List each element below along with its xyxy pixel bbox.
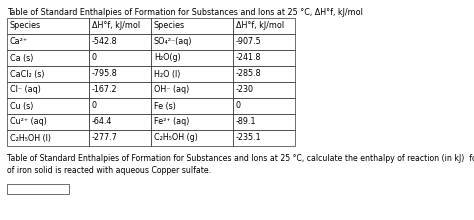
Text: -241.8: -241.8 [236,53,262,62]
Text: Ca²⁺: Ca²⁺ [10,37,28,46]
Bar [7,82,89,98]
Bar [151,18,233,34]
Bar [7,98,89,114]
Text: -89.1: -89.1 [236,117,256,126]
Bar [89,18,151,34]
Bar [233,82,295,98]
Bar [233,98,295,114]
Text: -285.8: -285.8 [236,70,262,79]
Bar [7,66,89,82]
Bar [233,50,295,66]
Text: Table of Standard Enthalpies of Formation for Substances and Ions at 25 °C, ΔH°f: Table of Standard Enthalpies of Formatio… [7,8,363,17]
Bar [89,98,151,114]
Bar [7,18,89,34]
Text: -542.8: -542.8 [92,37,118,46]
Text: -235.1: -235.1 [236,134,262,143]
Bar [89,66,151,82]
Bar [151,34,233,50]
Bar [151,66,233,82]
Bar [233,130,295,146]
Text: -230: -230 [236,86,254,95]
Bar [151,114,233,130]
Bar [233,34,295,50]
Bar [89,114,151,130]
Text: SO₄²⁻(aq): SO₄²⁻(aq) [154,37,192,46]
Text: Species: Species [154,22,185,31]
Bar [151,98,233,114]
Bar [151,82,233,98]
Text: H₂O (l): H₂O (l) [154,70,181,79]
Text: Cu²⁺ (aq): Cu²⁺ (aq) [10,117,47,126]
Bar [7,114,89,130]
Bar [7,34,89,50]
Text: 0: 0 [92,53,97,62]
Text: Ca (s): Ca (s) [10,53,33,62]
Text: 0: 0 [236,101,241,110]
Bar [233,18,295,34]
Bar [89,130,151,146]
Text: -64.4: -64.4 [92,117,112,126]
Bar [151,50,233,66]
Text: C₂H₅OH (l): C₂H₅OH (l) [10,134,51,143]
Text: CaCl₂ (s): CaCl₂ (s) [10,70,45,79]
Text: Fe (s): Fe (s) [154,101,176,110]
Text: ΔH°f, kJ/mol: ΔH°f, kJ/mol [236,22,284,31]
Text: Cu (s): Cu (s) [10,101,33,110]
Text: C₂H₅OH (g): C₂H₅OH (g) [154,134,198,143]
Text: -795.8: -795.8 [92,70,118,79]
Text: Fe²⁺ (aq): Fe²⁺ (aq) [154,117,190,126]
Bar [151,130,233,146]
Bar [89,82,151,98]
Text: ΔH°f, kJ/mol: ΔH°f, kJ/mol [92,22,140,31]
Text: Species: Species [10,22,41,31]
Bar [233,114,295,130]
Text: H₂O(g): H₂O(g) [154,53,181,62]
Text: -167.2: -167.2 [92,86,118,95]
Text: Cl⁻ (aq): Cl⁻ (aq) [10,86,41,95]
Bar [7,130,89,146]
Bar [233,66,295,82]
Bar [7,50,89,66]
Text: Table of Standard Enthalpies of Formation for Substances and Ions at 25 °C, calc: Table of Standard Enthalpies of Formatio… [7,154,474,175]
Text: OH⁻ (aq): OH⁻ (aq) [154,86,189,95]
Text: 0: 0 [92,101,97,110]
Bar [7,184,69,194]
Bar [89,50,151,66]
Bar [89,34,151,50]
Text: -277.7: -277.7 [92,134,118,143]
Text: -907.5: -907.5 [236,37,262,46]
